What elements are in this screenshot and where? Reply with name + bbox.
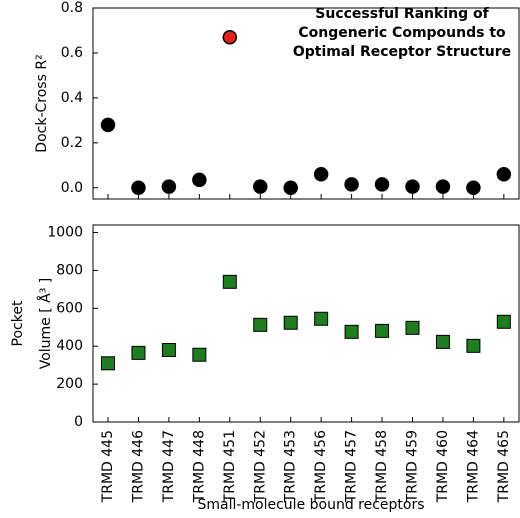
y-axis-label: Volume [ Å³ ]	[37, 278, 54, 370]
data-point	[222, 29, 238, 45]
y-tick-label: 0.8	[61, 0, 83, 16]
data-point	[466, 338, 481, 353]
x-tick-label: TRMD 451	[222, 430, 238, 503]
x-tick-label: TRMD 457	[344, 430, 360, 503]
data-point	[101, 356, 115, 371]
x-tick-label: TRMD 460	[435, 430, 451, 503]
y-tick-label: 0.4	[61, 90, 83, 106]
y-tick-label: 800	[56, 262, 83, 278]
data-point	[435, 179, 451, 194]
chart-title: Successful Ranking of	[315, 6, 489, 22]
y-tick-label: 200	[56, 376, 83, 392]
x-tick-label: TRMD 453	[283, 430, 299, 503]
x-tick-label: TRMD 452	[252, 430, 268, 503]
data-point	[222, 274, 237, 289]
x-tick-label: TRMD 456	[313, 430, 329, 503]
x-tick-label: TRMD 445	[100, 430, 116, 503]
data-point	[344, 324, 359, 339]
data-point	[375, 323, 390, 338]
x-axis-label: Small-molecule bound receptors	[197, 497, 424, 513]
data-point	[161, 343, 176, 358]
chart-title: Optimal Receptor Structure	[293, 44, 511, 60]
data-point	[313, 167, 329, 182]
x-tick-label: TRMD 464	[465, 430, 481, 503]
x-tick-label: TRMD 459	[405, 430, 421, 503]
data-point	[192, 347, 207, 362]
x-tick-label: TRMD 448	[191, 430, 207, 503]
data-point	[344, 177, 359, 192]
y-axis-label: Dock-Cross R²	[34, 54, 50, 152]
x-tick-label: TRMD 465	[496, 430, 512, 503]
data-point	[466, 180, 481, 196]
data-point	[161, 179, 177, 194]
data-point	[283, 180, 298, 196]
y-axis-label: Pocket	[10, 300, 26, 346]
y-tick-label: 400	[56, 338, 83, 354]
data-point	[374, 177, 390, 192]
plot-frame	[92, 7, 520, 200]
x-tick-label: TRMD 446	[130, 430, 146, 503]
data-point	[405, 179, 420, 194]
y-tick-label: 600	[56, 300, 83, 316]
data-point	[100, 117, 116, 133]
data-point	[314, 311, 329, 326]
y-tick-label: 0	[74, 414, 83, 430]
data-point	[131, 345, 146, 360]
data-point	[496, 314, 511, 329]
y-tick-label: 0.2	[61, 135, 83, 151]
data-point	[253, 317, 268, 332]
y-tick-label: 1000	[47, 225, 83, 241]
data-point	[405, 320, 420, 335]
x-tick-label: TRMD 447	[161, 430, 177, 503]
x-tick-label: TRMD 458	[374, 430, 390, 503]
data-point	[435, 334, 450, 349]
data-point	[496, 167, 512, 182]
data-point	[283, 315, 298, 330]
data-point	[192, 172, 207, 188]
plot-frame	[92, 224, 520, 423]
chart-title: Congeneric Compounds to	[298, 25, 506, 41]
y-tick-label: 0.6	[61, 45, 83, 61]
y-tick-label: 0.0	[61, 180, 83, 196]
data-point	[131, 180, 146, 196]
data-point	[253, 179, 268, 194]
